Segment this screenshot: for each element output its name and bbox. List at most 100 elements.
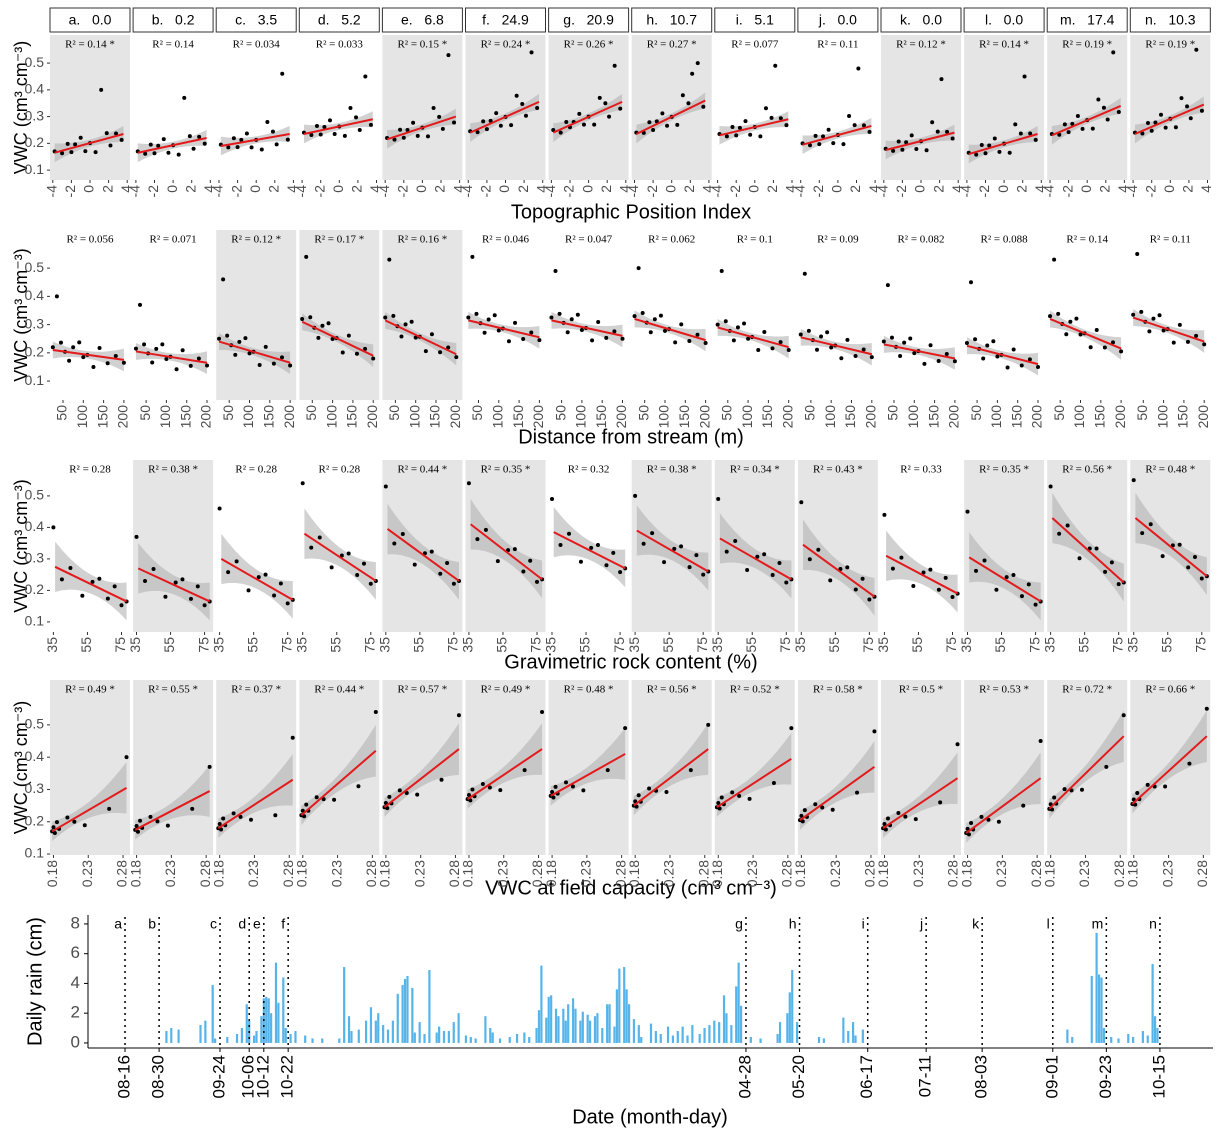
bar: [457, 1013, 460, 1043]
x-tick-label: 50: [552, 405, 568, 421]
x-tick-label: -4: [459, 185, 475, 198]
x-tick-label: 150: [510, 405, 526, 429]
data-point: [716, 801, 721, 806]
x-tick-label: 50: [303, 405, 319, 421]
data-point: [114, 131, 119, 136]
data-point: [1033, 137, 1038, 142]
data-point: [755, 554, 760, 559]
panel-background: [299, 230, 380, 400]
sample-marker: i: [862, 916, 865, 932]
x-tick-label: 0.23: [578, 860, 594, 887]
x-tick-label: 0.18: [792, 860, 808, 887]
r-squared: R² = 0.35 *: [481, 464, 531, 476]
data-point: [896, 811, 901, 816]
data-point: [1080, 126, 1085, 131]
x-tick-label: 55: [1158, 637, 1174, 653]
bar: [671, 1035, 675, 1043]
data-point: [550, 790, 555, 795]
x-tick-label: 4: [949, 185, 965, 193]
data-point: [1057, 132, 1062, 137]
x-tick-label: 150: [842, 405, 858, 429]
bar: [442, 1031, 446, 1043]
bar: [698, 1034, 701, 1043]
x-tick-label: 35: [709, 637, 725, 653]
fit-line: [469, 100, 540, 134]
sample-marker: m: [1092, 916, 1104, 932]
panel-background: [465, 230, 546, 400]
fit-line: [1051, 104, 1122, 137]
fit-line: [52, 349, 125, 361]
data-point: [1038, 739, 1043, 744]
data-point: [371, 356, 376, 361]
r-squared: R² = 0.56 *: [1062, 464, 1112, 476]
y-tick-label: 0.4: [25, 81, 45, 97]
data-point: [789, 726, 794, 731]
data-point: [1027, 357, 1032, 362]
data-point: [196, 356, 201, 361]
r-squared: R² = 0.49 *: [481, 684, 531, 696]
data-point: [52, 831, 57, 836]
data-point: [1057, 531, 1062, 536]
sample-marker: d: [238, 916, 246, 932]
data-point: [597, 95, 602, 100]
confidence-band: [385, 311, 457, 366]
data-point: [995, 354, 1000, 359]
strip-label: a. 0.0: [69, 12, 112, 28]
data-point: [119, 603, 124, 608]
data-point: [135, 829, 140, 834]
data-point: [938, 800, 943, 805]
x-tick-label: 35: [1041, 637, 1057, 653]
x-tick-label: 55: [743, 637, 759, 653]
x-tick-label: 200: [198, 405, 214, 429]
y-tick-label: 0.4: [25, 518, 45, 534]
data-point: [309, 545, 314, 550]
data-point: [221, 277, 226, 282]
data-point: [1033, 602, 1038, 607]
fit-line: [968, 556, 1042, 603]
bar: [211, 984, 214, 1043]
bar: [267, 998, 270, 1043]
data-point: [679, 544, 684, 549]
data-point: [881, 339, 886, 344]
x-tick-label: -4: [708, 185, 724, 198]
data-point: [259, 147, 264, 152]
data-point: [636, 266, 641, 271]
data-point: [470, 787, 475, 792]
x-tick-label: 0.28: [1194, 860, 1210, 887]
data-point: [1013, 122, 1018, 127]
data-point: [882, 822, 887, 827]
bar: [567, 1004, 570, 1043]
data-point: [138, 818, 143, 823]
x-tick-label: 50: [635, 405, 651, 421]
y-tick-label: 8: [71, 913, 80, 932]
data-point: [398, 127, 403, 132]
data-point: [853, 353, 858, 358]
data-point: [1145, 782, 1150, 787]
x-axis-title: Distance from stream (m): [518, 426, 744, 448]
data-point: [814, 347, 819, 352]
data-point: [675, 122, 680, 127]
bar: [791, 970, 794, 1043]
data-point: [965, 826, 970, 831]
y-tick-label: 0.1: [25, 161, 45, 177]
fit-line: [799, 766, 876, 821]
data-point: [737, 793, 742, 798]
data-point: [654, 119, 659, 124]
data-point: [578, 559, 583, 564]
data-point: [244, 131, 249, 136]
data-point: [1140, 131, 1145, 136]
bar: [177, 1029, 180, 1043]
data-point: [1104, 764, 1109, 769]
x-tick-label: 35: [44, 637, 60, 653]
r-squared: R² = 0.37 *: [231, 684, 281, 696]
data-point: [174, 367, 179, 372]
data-point: [1026, 582, 1031, 587]
x-tick-label: 0.23: [827, 860, 843, 887]
x-tick-label: 50: [1051, 405, 1067, 421]
data-point: [509, 123, 514, 128]
data-point: [134, 534, 139, 539]
data-point: [1036, 364, 1041, 369]
fit-line: [469, 523, 543, 581]
data-point: [983, 151, 988, 156]
